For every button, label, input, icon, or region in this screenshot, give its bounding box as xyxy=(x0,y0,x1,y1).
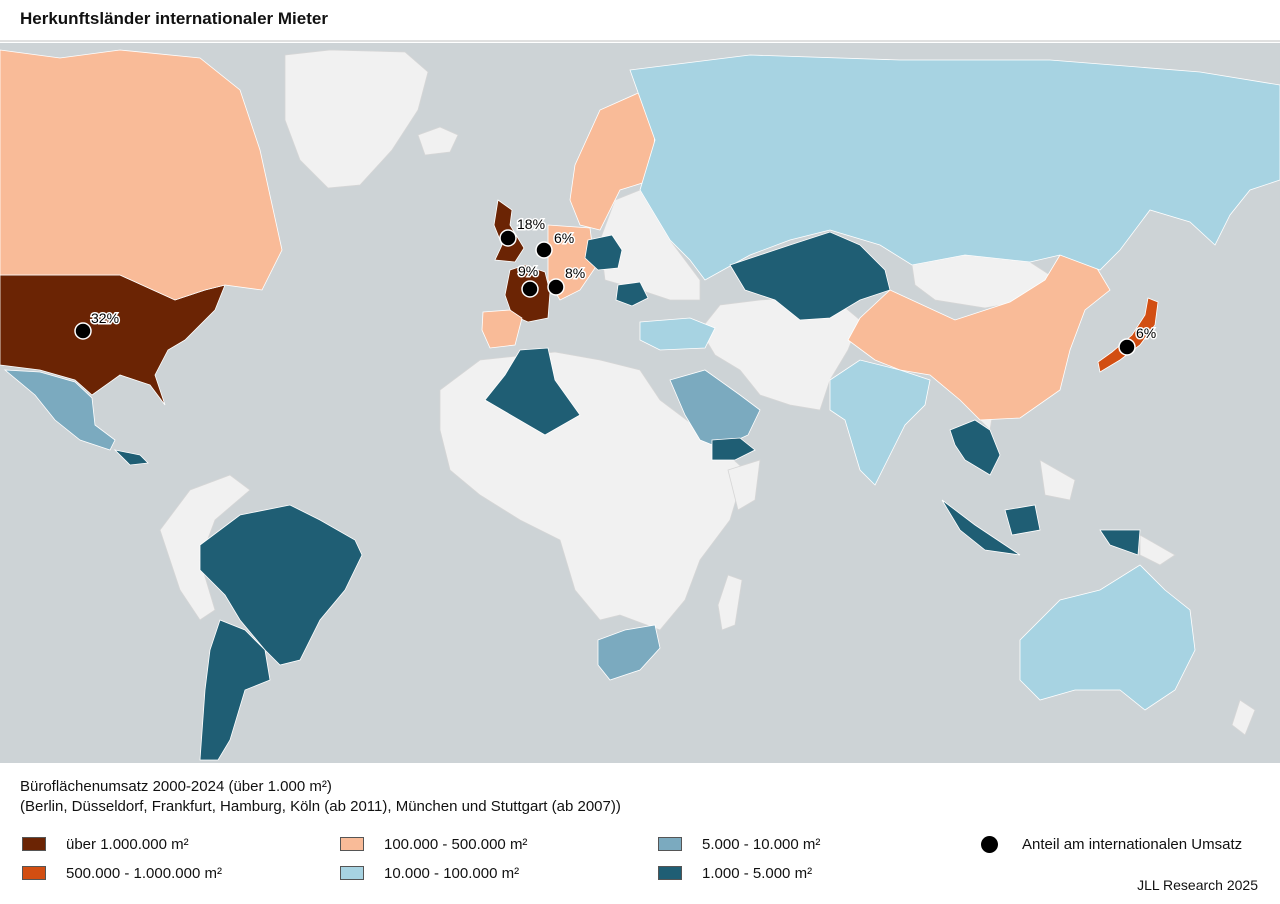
legend-item-share-dot: Anteil am internationalen Umsatz xyxy=(981,835,1242,853)
share-marker-label: 6% xyxy=(554,230,574,246)
legend-swatch xyxy=(22,866,46,880)
legend: Büroflächenumsatz 2000-2024 (über 1.000 … xyxy=(0,763,1280,904)
share-marker-dot xyxy=(499,229,517,247)
share-marker-label: 6% xyxy=(1136,325,1156,341)
legend-swatch xyxy=(658,866,682,880)
scandinavia[interactable] xyxy=(569,89,656,231)
legend-item-5k-10k: 5.000 - 10.000 m² xyxy=(658,835,820,853)
legend-item-100k-500k: 100.000 - 500.000 m² xyxy=(340,835,527,853)
legend-item-1k-5k: 1.000 - 5.000 m² xyxy=(658,864,812,882)
japan[interactable] xyxy=(1097,297,1159,373)
australia[interactable] xyxy=(1019,564,1196,711)
new-zealand xyxy=(1231,699,1256,736)
greenland xyxy=(284,49,429,189)
legend-label: 100.000 - 500.000 m² xyxy=(384,835,528,853)
legend-label: 500.000 - 1.000.000 m² xyxy=(66,864,222,882)
world-map[interactable]: 32% 18% 6% 9% 8% 6% xyxy=(0,43,1280,763)
north-africa-horn xyxy=(727,459,761,511)
legend-label: 5.000 - 10.000 m² xyxy=(702,835,821,853)
indonesia[interactable] xyxy=(941,499,1141,556)
page-title: Herkunftsländer internationaler Mieter xyxy=(20,9,328,28)
share-marker-label: 32% xyxy=(91,310,119,326)
brazil[interactable] xyxy=(199,504,363,666)
share-marker-label: 18% xyxy=(517,216,545,232)
share-marker-dot xyxy=(74,322,92,340)
legend-item-10k-100k: 10.000 - 100.000 m² xyxy=(340,864,519,882)
russia[interactable] xyxy=(629,54,1280,281)
africa-north-central xyxy=(439,351,746,631)
turkey[interactable] xyxy=(639,317,716,351)
south-africa[interactable] xyxy=(597,624,661,681)
map-svg[interactable]: 32% 18% 6% 9% 8% 6% xyxy=(0,43,1280,763)
legend-swatch xyxy=(340,837,364,851)
india[interactable] xyxy=(829,359,931,486)
legend-swatch xyxy=(658,837,682,851)
iceland xyxy=(417,126,459,156)
share-markers: 32% 18% 6% 9% 8% 6% xyxy=(74,215,1158,356)
dot-swatch xyxy=(981,835,998,853)
title-bar: Herkunftsländer internationaler Mieter xyxy=(0,0,1280,42)
source-credit: JLL Research 2025 xyxy=(1137,877,1258,893)
yemen[interactable] xyxy=(711,437,756,461)
madagascar xyxy=(717,574,743,631)
share-marker-dot xyxy=(1118,338,1136,356)
indochina[interactable] xyxy=(949,419,1001,476)
spain[interactable] xyxy=(481,309,523,349)
share-marker-label: 9% xyxy=(518,263,538,279)
share-marker-dot xyxy=(547,278,565,296)
kazakhstan[interactable] xyxy=(729,231,891,321)
poland[interactable] xyxy=(584,234,623,271)
china[interactable] xyxy=(847,254,1111,421)
mexico[interactable] xyxy=(3,369,116,451)
share-marker-label: 8% xyxy=(565,265,585,281)
romania[interactable] xyxy=(615,281,649,307)
saudi-arabia[interactable] xyxy=(669,369,761,449)
central-america[interactable] xyxy=(113,449,149,466)
legend-swatch xyxy=(22,837,46,851)
legend-label: 1.000 - 5.000 m² xyxy=(702,864,813,882)
share-marker-dot xyxy=(535,241,553,259)
legend-label: über 1.000.000 m² xyxy=(66,835,189,853)
legend-item-over-1m: über 1.000.000 m² xyxy=(22,835,189,853)
legend-heading-line2: (Berlin, Düsseldorf, Frankfurt, Hamburg,… xyxy=(20,798,621,815)
legend-label: 10.000 - 100.000 m² xyxy=(384,864,520,882)
legend-item-500k-1m: 500.000 - 1.000.000 m² xyxy=(22,864,222,882)
canada[interactable] xyxy=(0,49,283,301)
legend-label: Anteil am internationalen Umsatz xyxy=(1022,835,1243,853)
argentina-chile[interactable] xyxy=(199,619,271,761)
algeria[interactable] xyxy=(484,347,581,436)
legend-swatch xyxy=(340,866,364,880)
share-marker-dot xyxy=(521,280,539,298)
legend-heading-line1: Büroflächenumsatz 2000-2024 (über 1.000 … xyxy=(20,778,332,795)
